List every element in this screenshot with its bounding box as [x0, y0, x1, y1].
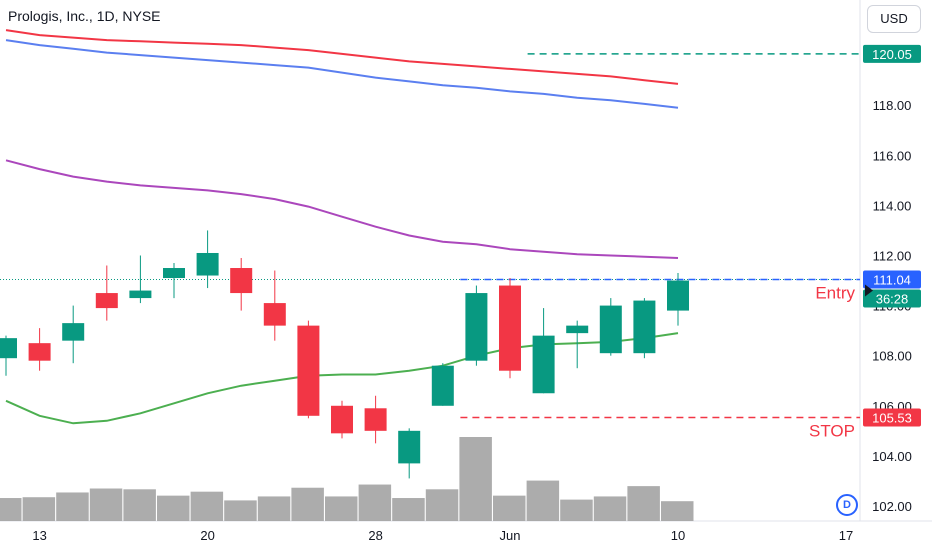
candlesticks: [0, 230, 689, 479]
candle-body: [566, 325, 589, 334]
volume-bars: [0, 437, 694, 521]
price-tag-label: 120.05: [872, 47, 912, 62]
price-tag: [863, 408, 921, 427]
x-tick-label: 10: [671, 528, 685, 543]
candle-body: [431, 365, 454, 406]
y-tick-label: 104.00: [872, 449, 912, 464]
level-annotation: STOP: [809, 422, 855, 441]
y-tick-label: 102.00: [872, 499, 912, 514]
volume-bar: [190, 491, 224, 521]
play-arrow-icon: [865, 284, 873, 297]
volume-bar: [392, 498, 425, 521]
volume-bar: [0, 498, 22, 521]
y-tick-label: 112.00: [873, 248, 912, 263]
candle-body: [297, 325, 320, 416]
candle-body: [163, 268, 185, 279]
candle-body: [398, 430, 421, 464]
volume-bar: [425, 489, 459, 521]
candle-body: [263, 303, 286, 326]
volume-bar: [593, 496, 627, 521]
candle-body: [62, 323, 85, 341]
level-annotation: Entry: [815, 284, 855, 303]
volume-bar: [224, 500, 257, 521]
candle-body: [499, 285, 521, 371]
y-tick-label: 108.00: [872, 349, 912, 364]
chart-title: Prologis, Inc., 1D, NYSE: [8, 8, 161, 24]
candle-body: [633, 300, 656, 354]
volume-bar: [560, 499, 593, 521]
candle-body: [28, 343, 51, 361]
moving-averages: [5, 29, 679, 425]
moving-average-line: [5, 159, 679, 259]
y-tick-label: 118.00: [873, 98, 912, 113]
volume-bar: [661, 501, 694, 521]
moving-average-line: [5, 39, 679, 109]
candle-body: [95, 293, 118, 309]
moving-average-line: [5, 332, 679, 425]
volume-bar: [459, 437, 492, 521]
x-tick-label: 17: [839, 528, 853, 543]
candle-body: [465, 293, 488, 361]
volume-bar: [89, 488, 123, 521]
candle-body: [230, 268, 253, 294]
countdown-label: 36:28: [876, 292, 909, 307]
x-tick-label: 28: [368, 528, 382, 543]
volume-bar: [526, 480, 560, 521]
volume-bar: [123, 489, 156, 521]
price-tag: [863, 270, 921, 289]
candle-body: [0, 338, 17, 359]
candle-body: [364, 408, 387, 431]
candle-body: [599, 305, 622, 354]
candle-body: [196, 252, 219, 276]
candle-body: [331, 405, 353, 434]
volume-bar: [627, 486, 660, 521]
x-tick-label: 13: [32, 528, 46, 543]
countdown-tag: [863, 289, 921, 308]
y-tick-label: 114.00: [873, 198, 912, 213]
candle-body: [129, 290, 152, 299]
price-tag-label: 105.53: [872, 411, 912, 426]
price-tags: 120.05 105.53 STOP 111.04 36:28 Entry: [809, 44, 921, 441]
volume-bar: [291, 487, 324, 521]
x-tick-label: 20: [200, 528, 214, 543]
d-circle-icon[interactable]: D: [836, 494, 858, 516]
volume-bar: [157, 495, 190, 521]
volume-bar: [493, 495, 526, 521]
price-tag: [863, 44, 921, 63]
x-tick-label: Jun: [500, 528, 521, 543]
time-axis: 13 20 28 Jun 10 17: [32, 528, 853, 543]
volume-bar: [22, 497, 56, 521]
volume-bar: [56, 492, 89, 521]
candle-body: [532, 335, 555, 394]
candle-body: [667, 280, 689, 311]
volume-bar: [358, 484, 392, 521]
y-tick-label: 116.00: [873, 148, 912, 163]
volume-bar: [325, 496, 358, 521]
volume-bar: [257, 496, 291, 521]
currency-button[interactable]: USD: [867, 5, 921, 33]
price-levels: [0, 53, 860, 419]
moving-average-line: [5, 29, 679, 85]
price-tag-label: 111.04: [873, 273, 911, 288]
